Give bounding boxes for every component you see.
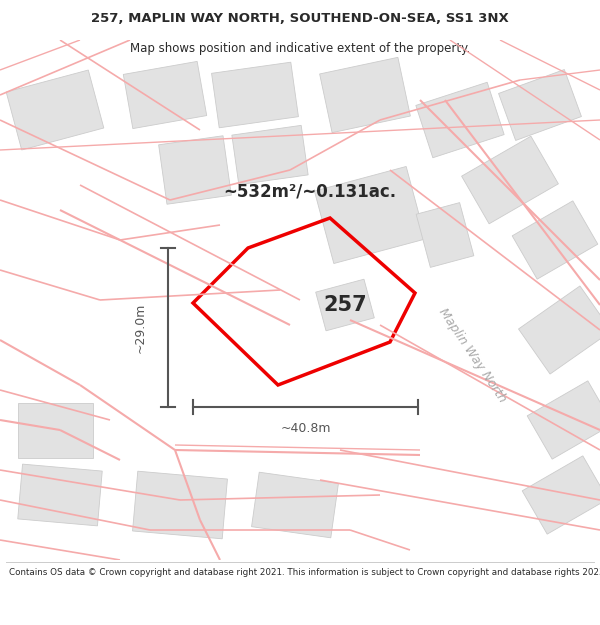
Polygon shape <box>512 201 598 279</box>
Polygon shape <box>316 279 374 331</box>
Polygon shape <box>18 464 102 526</box>
Text: ~40.8m: ~40.8m <box>280 422 331 436</box>
Text: ~532m²/~0.131ac.: ~532m²/~0.131ac. <box>223 183 397 201</box>
Polygon shape <box>251 472 338 538</box>
Polygon shape <box>499 69 581 141</box>
Text: ~29.0m: ~29.0m <box>133 302 146 352</box>
Text: Contains OS data © Crown copyright and database right 2021. This information is : Contains OS data © Crown copyright and d… <box>9 568 600 577</box>
Polygon shape <box>416 202 474 268</box>
Polygon shape <box>320 58 410 132</box>
Polygon shape <box>416 82 504 158</box>
Polygon shape <box>158 136 232 204</box>
Polygon shape <box>17 402 92 458</box>
Polygon shape <box>133 471 227 539</box>
Text: 257, MAPLIN WAY NORTH, SOUTHEND-ON-SEA, SS1 3NX: 257, MAPLIN WAY NORTH, SOUTHEND-ON-SEA, … <box>91 12 509 25</box>
Polygon shape <box>212 62 298 127</box>
Text: 257: 257 <box>323 295 367 315</box>
Text: Maplin Way North: Maplin Way North <box>436 306 508 404</box>
Polygon shape <box>6 70 104 150</box>
Polygon shape <box>522 456 600 534</box>
Polygon shape <box>314 166 425 264</box>
Polygon shape <box>232 126 308 184</box>
Text: Map shows position and indicative extent of the property.: Map shows position and indicative extent… <box>130 42 470 55</box>
Polygon shape <box>123 61 207 129</box>
Polygon shape <box>461 136 559 224</box>
Polygon shape <box>518 286 600 374</box>
Polygon shape <box>527 381 600 459</box>
